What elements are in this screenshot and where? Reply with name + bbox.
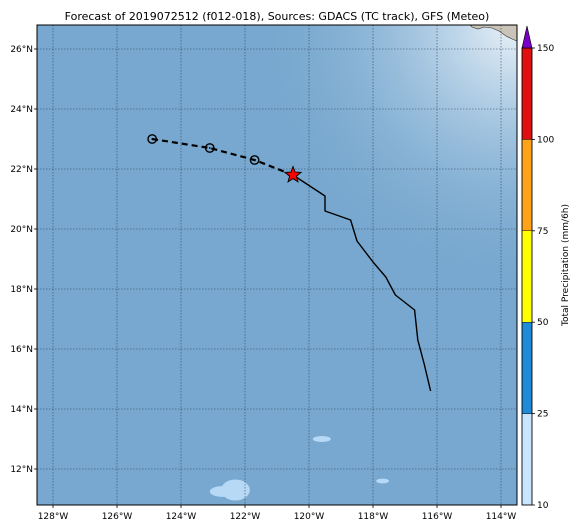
- observed-track-line: [292, 174, 432, 392]
- lat-tick-label: 14°N: [10, 405, 33, 415]
- forecast-point-center: [208, 147, 211, 149]
- lon-tick-label: 114°W: [486, 512, 517, 522]
- lon-tick-label: 120°W: [294, 512, 325, 522]
- colorbar: 10 25 50 75 100 150: [521, 25, 554, 511]
- colorbar-bin: [521, 322, 533, 414]
- colorbar-bin: [521, 230, 533, 323]
- lat-tick-label: 12°N: [10, 465, 33, 475]
- colorbar-tick-label: 25: [537, 410, 548, 420]
- map-frame: [36, 24, 518, 506]
- precipitation-patch: [209, 486, 236, 497]
- lat-tick-label: 18°N: [10, 285, 33, 295]
- forecast-point-marker: [249, 155, 260, 165]
- lat-tick-label: 20°N: [10, 225, 33, 235]
- colorbar-tick-label: 75: [537, 227, 548, 237]
- precipitation-patch: [312, 436, 331, 442]
- lat-tick-label: 22°N: [10, 165, 33, 175]
- map-title: Forecast of 2019072512 (f012-018), Sourc…: [65, 10, 490, 23]
- colorbar-tick-label: 150: [537, 44, 554, 54]
- lon-tick-label: 126°W: [102, 512, 133, 522]
- map-gridlines: [37, 25, 517, 505]
- longitude-axis: 128°W 126°W 124°W 122°W 120°W 118°W 116°W 114°W: [38, 505, 517, 522]
- forecast-point-marker: [204, 143, 215, 153]
- cyclone-track: [147, 134, 432, 392]
- forecast-point-center: [151, 138, 154, 140]
- ocean-shading: [37, 25, 517, 505]
- forecast-point-marker: [147, 134, 158, 144]
- colorbar-tick-label: 10: [537, 501, 549, 511]
- lon-tick-label: 118°W: [358, 512, 389, 522]
- colorbar-bin: [521, 413, 533, 506]
- forecast-point-center: [253, 159, 256, 161]
- colorbar-title: Total Precipitation (mm/6h): [561, 204, 571, 327]
- current-position-star: [283, 165, 303, 183]
- colorbar-bin: [521, 139, 533, 231]
- colorbar-tick-label: 50: [537, 318, 549, 328]
- lon-tick-label: 124°W: [166, 512, 197, 522]
- colorbar-bin: [521, 47, 533, 140]
- precipitation-patch: [376, 478, 389, 484]
- lat-tick-label: 16°N: [10, 345, 33, 355]
- colorbar-extend-arrow: [521, 25, 533, 49]
- colorbar-frame: [521, 47, 533, 506]
- precipitation-layer: [209, 436, 389, 501]
- lon-tick-label: 116°W: [422, 512, 453, 522]
- map-panel: 128°W 126°W 124°W 122°W 120°W 118°W 116°W 114°W…: [10, 24, 518, 522]
- lat-tick-label: 24°N: [10, 105, 33, 115]
- latitude-axis: 12°N 14°N 16°N 18°N 20°N 22°N 24°N 26°N: [10, 45, 37, 475]
- lon-tick-label: 122°W: [230, 512, 261, 522]
- forecast-track-line: [152, 137, 294, 177]
- lon-tick-label: 128°W: [38, 512, 69, 522]
- lat-tick-label: 26°N: [10, 45, 33, 55]
- colorbar-tick-label: 100: [537, 135, 554, 145]
